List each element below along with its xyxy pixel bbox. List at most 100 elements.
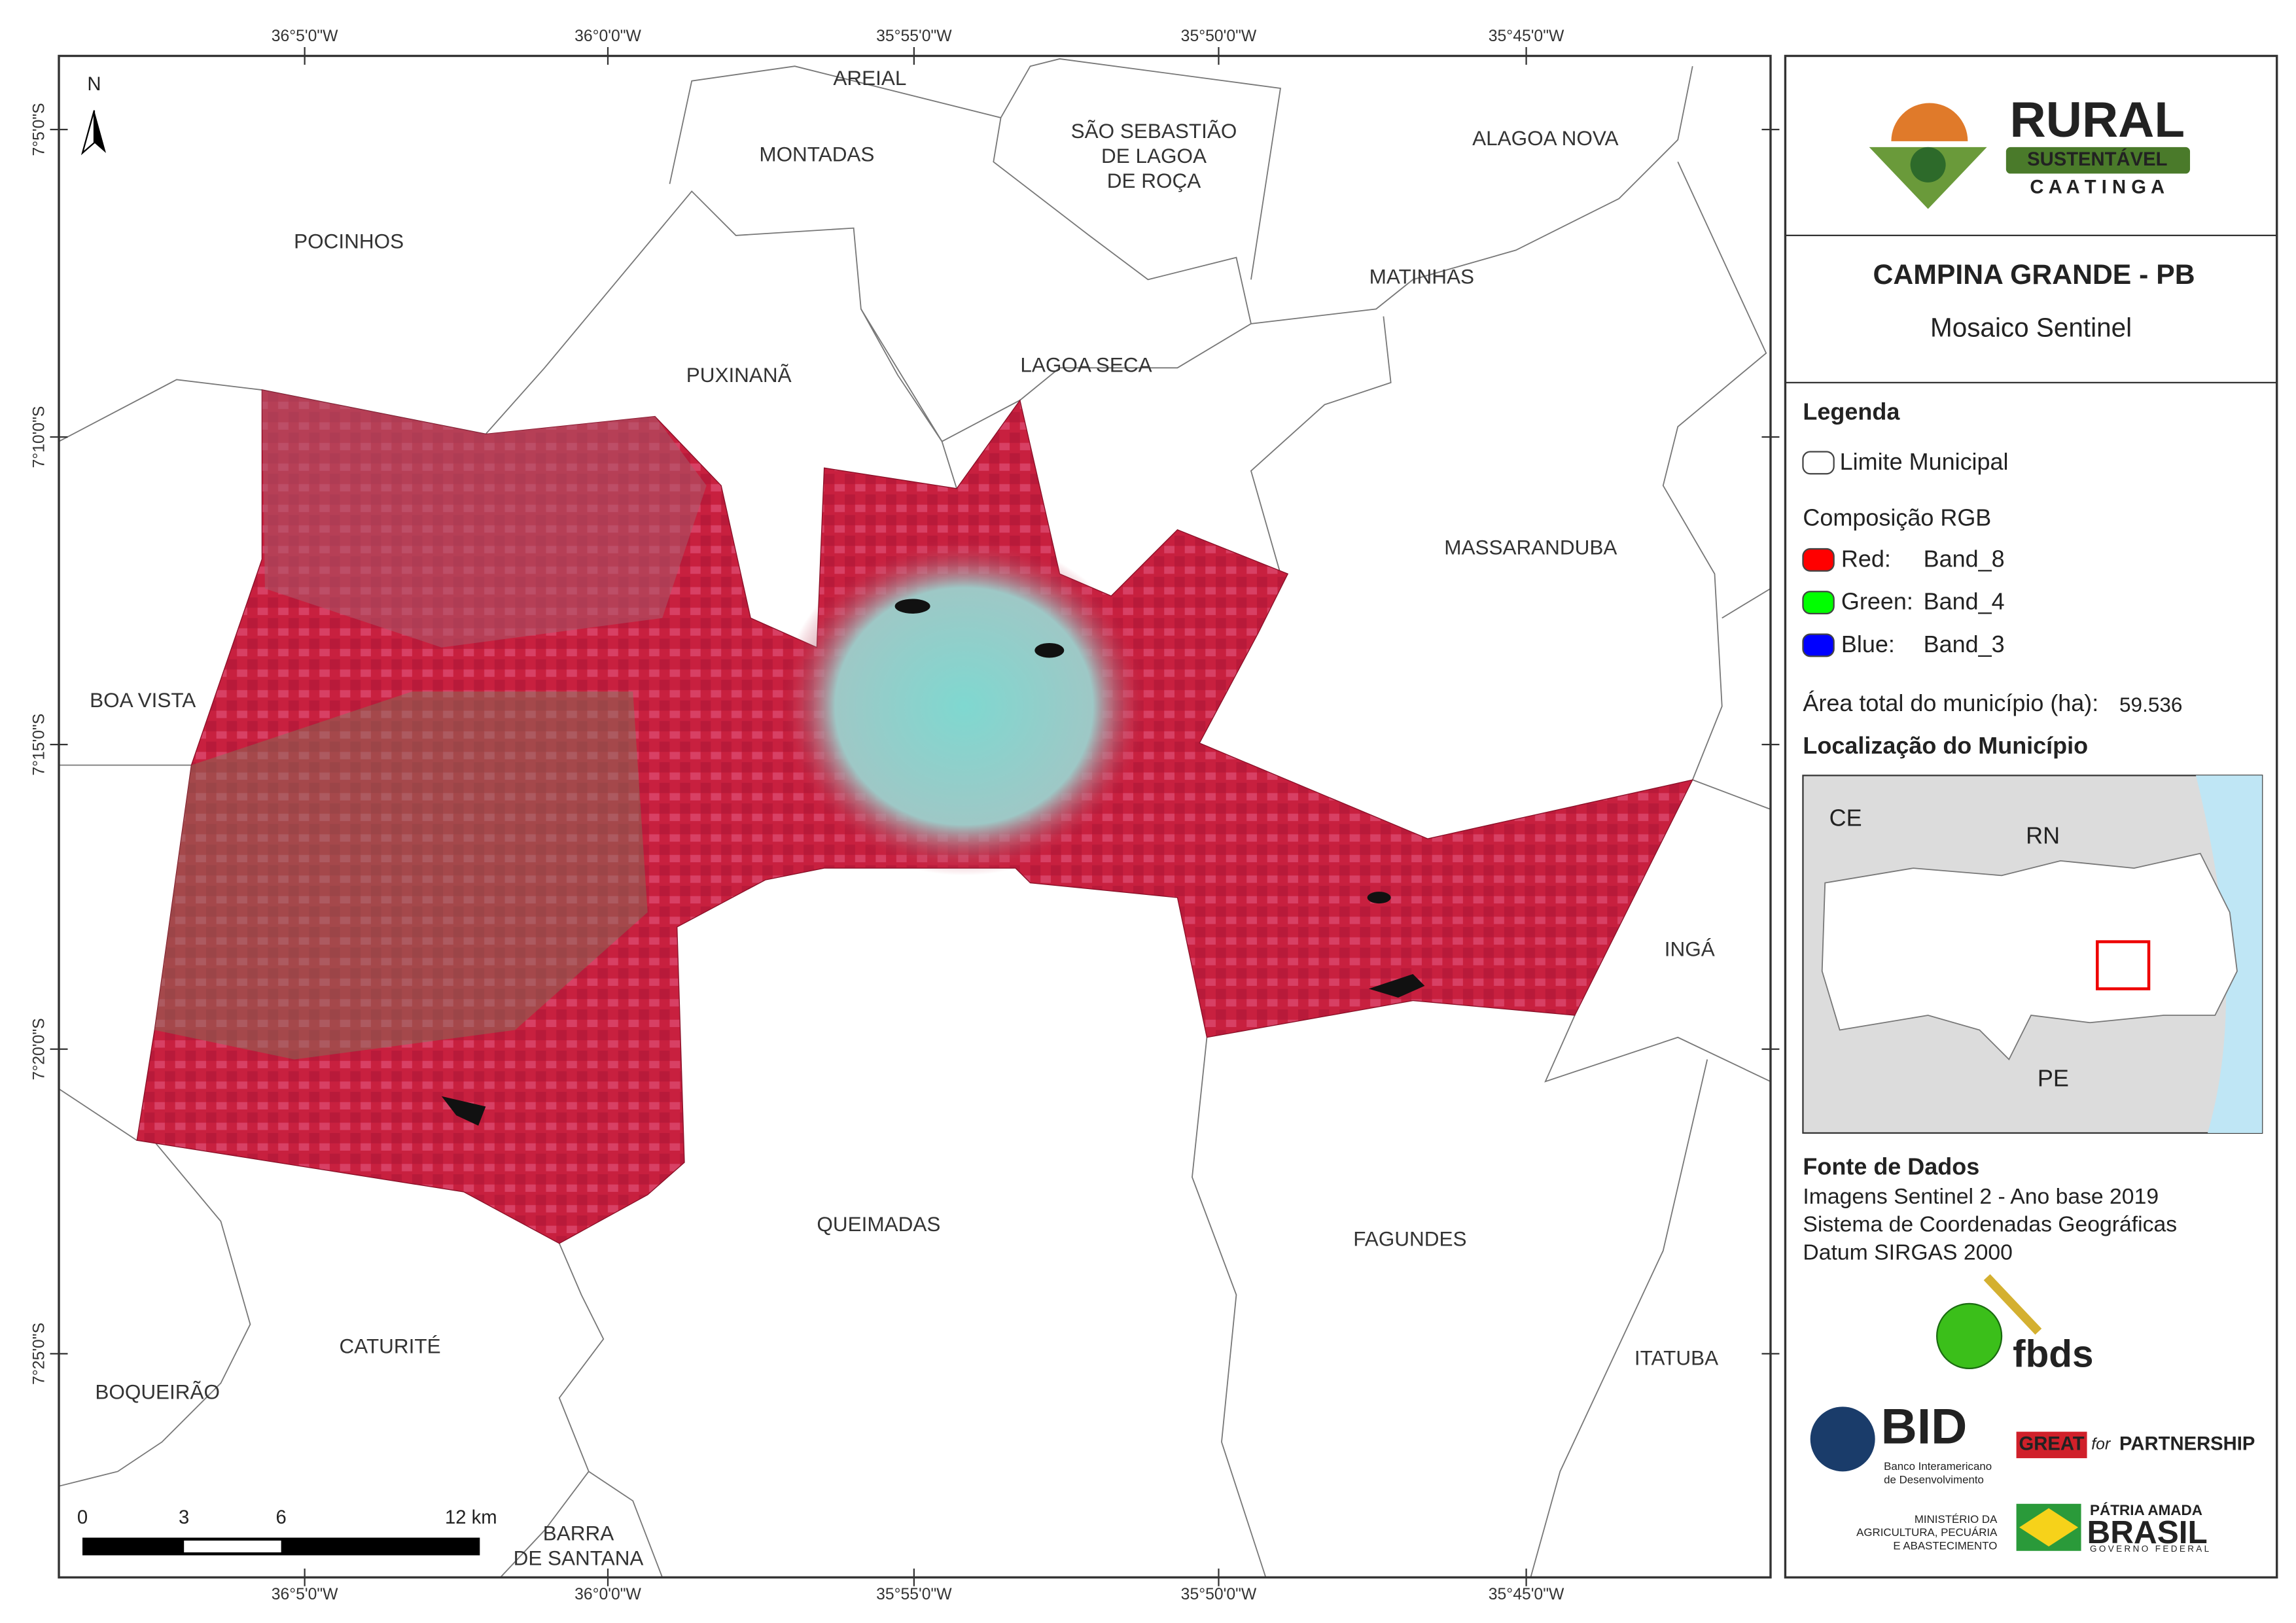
municipality-label: DE ROÇA: [1107, 169, 1201, 192]
panel-title: CAMPINA GRANDE - PB: [1873, 259, 2195, 290]
boundary: [1530, 1059, 1708, 1578]
sources-title: Fonte de Dados: [1803, 1153, 1979, 1179]
logo-sun: [1891, 103, 1968, 141]
bid-logo-text: BID: [1881, 1399, 1968, 1455]
boundary: [500, 1243, 605, 1578]
water-body: [441, 1096, 486, 1126]
legend-label: Limite Municipal: [1840, 448, 2009, 475]
municipality-label: MONTADAS: [759, 143, 874, 166]
boundary: [1662, 162, 1771, 810]
north-arrow: [80, 110, 106, 156]
north-arrow-right: [94, 110, 106, 153]
coordinate-label: 35°50'0"W: [1181, 1586, 1257, 1603]
municipality-label: MASSARANDUBA: [1444, 535, 1617, 559]
boundary: [1722, 587, 1771, 619]
logo-band: [2005, 147, 2191, 174]
coordinate-label: 7°15'0"S: [30, 714, 48, 776]
panel-subtitle: Mosaico Sentinel: [1930, 313, 2132, 343]
municipality-label: LAGOA SECA: [1020, 353, 1152, 376]
bid-name: Banco Interamericano: [1884, 1460, 1992, 1473]
scale-label: 3: [179, 1507, 189, 1528]
municipality-label: FAGUNDES: [1353, 1227, 1466, 1250]
scale-label: 12 km: [445, 1507, 497, 1528]
municipality-label: AREIAL: [833, 66, 906, 90]
logo-subtitle: SUSTENTÁVEL: [2027, 148, 2167, 170]
sources-line: Datum SIRGAS 2000: [1803, 1240, 2012, 1265]
location-title: Localização do Município: [1803, 732, 2088, 759]
north-arrow-left: [80, 110, 96, 156]
inset-locator: [2096, 940, 2151, 990]
legend-label: Band_4: [1924, 588, 2005, 615]
legend-title: Legenda: [1803, 398, 1900, 425]
coordinate-label: 36°0'0"W: [574, 1586, 641, 1603]
municipality-label: ITATUBA: [1634, 1346, 1718, 1370]
ministry-text: MINISTÉRIO DA: [1915, 1513, 1998, 1526]
municipality-label: MATINHAS: [1369, 264, 1474, 288]
municipality-label: ALAGOA NOVA: [1472, 126, 1618, 150]
boundary: [1192, 1037, 1267, 1578]
municipality-label: PUXINANÃ: [686, 363, 792, 387]
boundary: [58, 1132, 251, 1487]
ministry-text: AGRICULTURA, PECUÁRIA: [1856, 1526, 1998, 1539]
scale-segment: [184, 1541, 281, 1553]
boundary: [1544, 1015, 1771, 1083]
coordinate-label: 7°5'0"S: [30, 103, 48, 156]
coordinate-label: 36°0'0"W: [574, 27, 641, 45]
brasil-text: PÁTRIA AMADA: [2090, 1502, 2202, 1518]
legend-red-swatch: [1802, 548, 1835, 572]
graticule-ticks: [50, 46, 1780, 1586]
legend-boundary-swatch: [1802, 451, 1835, 475]
fbds-logo-circle: [1936, 1302, 2003, 1369]
coordinate-label: 36°5'0"W: [272, 1586, 338, 1603]
legend-label: Band_3: [1924, 631, 2005, 657]
inset-state: [1821, 852, 2238, 1061]
municipality-label: CATURITÉ: [340, 1335, 441, 1358]
legend-green-swatch: [1802, 591, 1835, 615]
great-logo-box: [2016, 1431, 2087, 1459]
logo-subtitle: C A A T I N G A: [2030, 177, 2164, 198]
inset-map: [1802, 775, 2263, 1134]
legend-label: Band_8: [1924, 545, 2005, 572]
rural-logo: [1869, 103, 2191, 209]
mosaic-patch: [262, 390, 707, 648]
boundary: [58, 1088, 137, 1141]
coordinate-label: 35°55'0"W: [876, 1586, 952, 1603]
brasil-flag-diamond: [2019, 1508, 2079, 1547]
coordinate-label: 7°20'0"S: [30, 1018, 48, 1080]
great-for: for: [2091, 1435, 2111, 1453]
great-logo-text: GREAT: [2019, 1434, 2085, 1455]
mosaic-patch: [154, 691, 648, 1060]
bid-logo-circle: [1810, 1406, 1875, 1472]
municipality-mosaic: [136, 389, 1693, 1244]
inset-label: PE: [2038, 1065, 2069, 1092]
coordinate-label: 35°45'0"W: [1489, 27, 1564, 45]
legend-label: Green:: [1841, 588, 1913, 615]
municipality-label: INGÁ: [1665, 937, 1715, 960]
urban-area: [780, 537, 1148, 876]
bid-name: de Desenvolvimento: [1884, 1473, 1984, 1486]
municipal-boundaries: [58, 58, 1771, 1578]
water-body: [1368, 974, 1425, 998]
fbds-logo-bar: [1983, 1274, 2042, 1335]
boundary: [1250, 316, 1392, 574]
sources-line: Imagens Sentinel 2 - Ano base 2019: [1803, 1184, 2159, 1209]
inset-label: CE: [1829, 804, 1862, 831]
coordinate-label: 35°45'0"W: [1489, 1586, 1564, 1603]
area-label: Área total do município (ha):: [1803, 689, 2098, 716]
brasil-text: GOVERNO FEDERAL: [2090, 1544, 2211, 1554]
boundary: [669, 65, 1693, 324]
municipality-label: BARRA: [543, 1521, 614, 1544]
boundary: [1000, 58, 1281, 280]
water-body: [1367, 892, 1391, 904]
boundary: [58, 190, 957, 489]
logo-title: RURAL: [2010, 92, 2185, 148]
coordinate-label: 35°55'0"W: [876, 27, 952, 45]
north-label: N: [87, 74, 101, 95]
sources-line: Sistema de Coordenadas Geográficas: [1803, 1212, 2177, 1237]
coordinate-label: 7°10'0"S: [30, 406, 48, 468]
legend-blue-swatch: [1802, 633, 1835, 657]
municipality-label: SÃO SEBASTIÃO: [1071, 119, 1237, 143]
boundary: [588, 1471, 663, 1578]
area-value: 59.536: [2119, 693, 2182, 716]
